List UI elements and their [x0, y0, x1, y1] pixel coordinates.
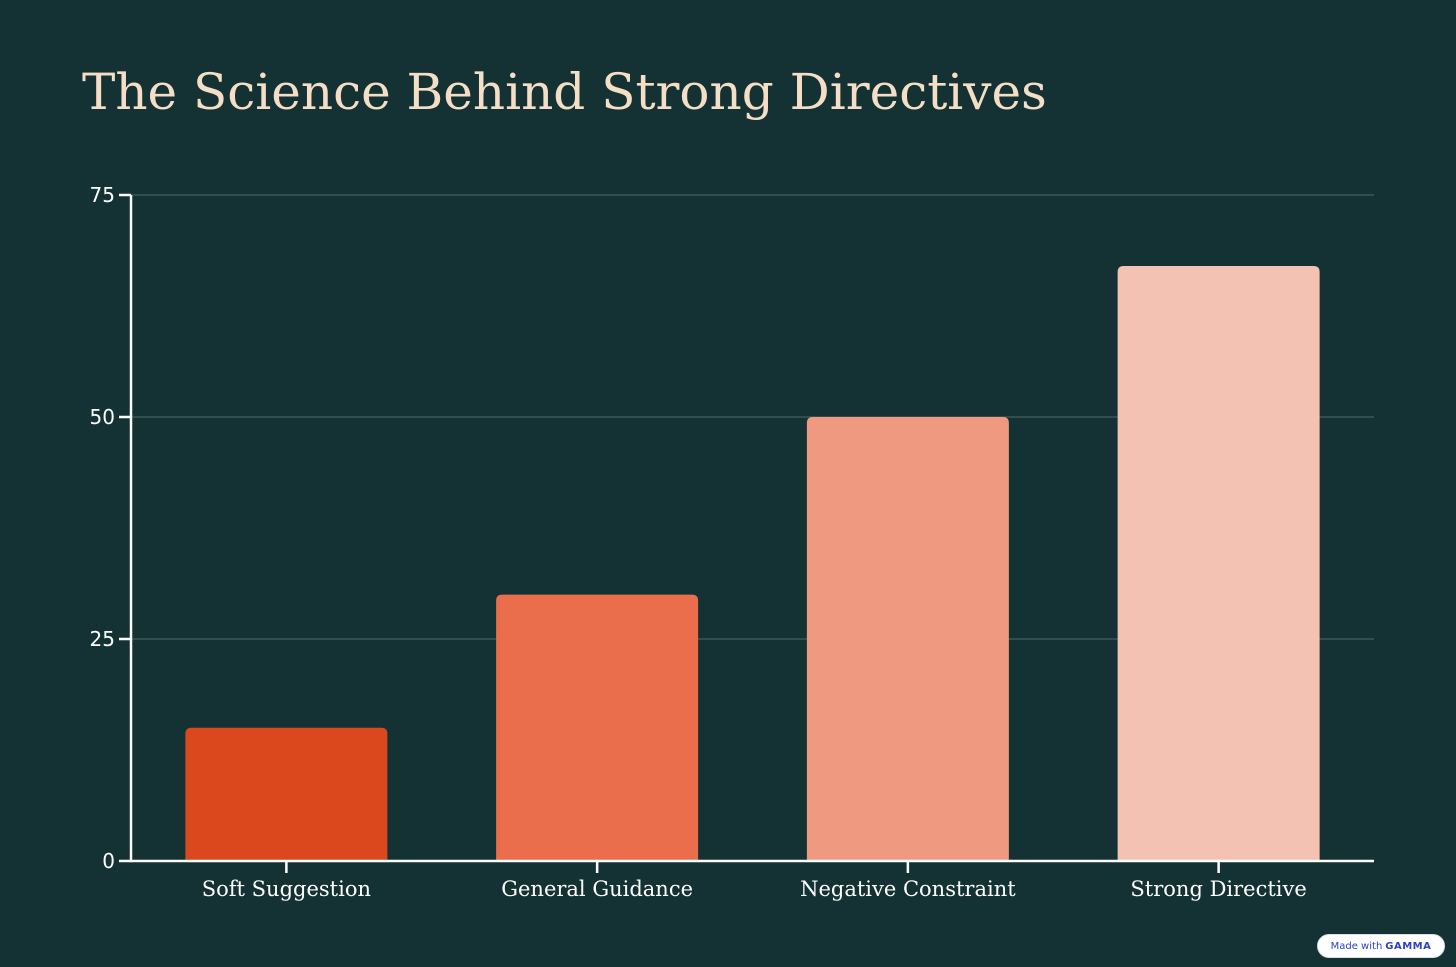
bar [185, 727, 388, 861]
y-tick-label: 0 [102, 849, 115, 873]
gamma-logo: GAMMA [1385, 940, 1432, 952]
x-tick-label: Soft Suggestion [202, 877, 371, 901]
y-tick-label: 50 [90, 405, 115, 429]
bars [185, 266, 1320, 861]
chart-title: The Science Behind Strong Directives [82, 63, 1047, 121]
made-with-gamma-badge[interactable]: Made with GAMMA [1317, 934, 1445, 958]
axes [119, 193, 1374, 873]
bar [806, 417, 1009, 861]
x-tick-label: Strong Directive [1130, 877, 1306, 901]
y-tick-label: 75 [90, 183, 115, 207]
bar [1117, 266, 1320, 861]
badge-prefix: Made with [1330, 940, 1383, 952]
axis-labels: 0 25 50 75 Soft Suggestion General Guidance Ne… [90, 183, 1307, 901]
x-tick-label: Negative Constraint [800, 877, 1016, 901]
y-tick-label: 25 [90, 627, 115, 651]
x-tick-label: General Guidance [501, 877, 693, 901]
bar [496, 594, 699, 861]
